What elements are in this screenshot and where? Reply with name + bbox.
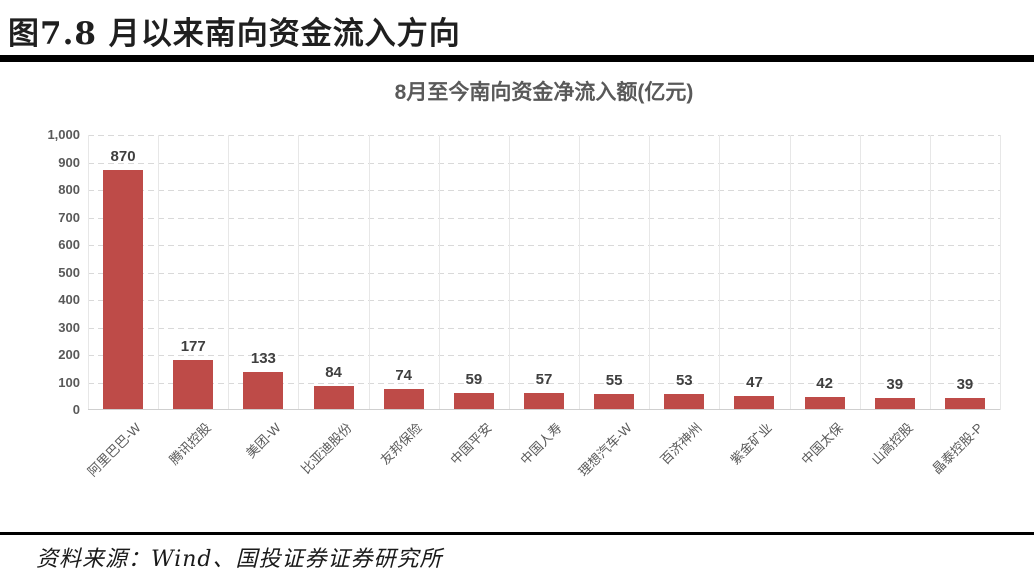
y-tick-label: 900 [58, 154, 80, 170]
gridline [88, 190, 1000, 191]
y-tick-label: 200 [58, 347, 80, 362]
bar [664, 394, 705, 409]
footer-rule [0, 532, 1034, 535]
gridline [88, 355, 1000, 356]
x-tick-label: 阿里巴巴-W [84, 420, 144, 480]
gridline [88, 382, 1000, 384]
y-tick-label: 500 [58, 264, 80, 280]
x-axis-line [88, 409, 1000, 410]
bar [804, 397, 845, 409]
category-separator [368, 135, 370, 410]
gridline [88, 300, 1000, 301]
bar-value-label: 47 [746, 374, 763, 392]
category-separator [929, 135, 931, 410]
bar-value-label: 177 [180, 338, 206, 356]
gridline [88, 217, 1000, 219]
bar-value-label: 55 [605, 371, 623, 389]
bar [594, 393, 635, 409]
bar [874, 398, 915, 409]
category-separator [719, 135, 721, 410]
gridline [88, 327, 1000, 329]
bar-value-label: 57 [535, 371, 553, 389]
bar [313, 385, 354, 409]
gridline [88, 272, 1000, 274]
category-separator [1000, 135, 1001, 410]
category-separator [438, 135, 440, 410]
bar [243, 372, 284, 409]
gridline [88, 135, 1000, 136]
bar-value-label: 84 [325, 363, 342, 381]
bar-value-label: 870 [110, 147, 136, 165]
gridline [88, 162, 1000, 164]
bar-value-label: 74 [395, 366, 413, 384]
y-tick-label: 300 [58, 319, 80, 335]
bar-value-label: 59 [465, 370, 483, 388]
y-tick-label: 0 [72, 402, 80, 417]
plot-area: 1,000 900 800 700 600 500 400 300 200 100 0 870 阿里巴巴… [47, 127, 1001, 479]
category-separator [859, 135, 861, 410]
bar [524, 393, 564, 409]
category-separator [508, 135, 510, 410]
bar-value-label: 53 [675, 372, 693, 390]
header-rule [0, 55, 1034, 62]
bar [173, 360, 214, 409]
y-tick-label: 100 [58, 374, 80, 390]
bar [103, 169, 144, 409]
category-separator [88, 135, 89, 410]
category-separator [158, 135, 160, 410]
source-note: 资料来源：Wind、国投证券证券研究所 [36, 547, 443, 572]
bar-value-label: 133 [250, 350, 276, 368]
category-separator [579, 135, 581, 410]
bar-value-label: 42 [816, 375, 833, 393]
bar [944, 398, 985, 409]
figure-caption: 图7.8 月以来南向资金流入方向 [8, 16, 461, 52]
bar-value-label: 39 [956, 376, 974, 394]
y-tick-label: 700 [58, 209, 80, 225]
chart-title: 8月至今南向资金净流入额(亿元) [394, 81, 694, 104]
y-tick-label: 800 [58, 182, 80, 197]
y-tick-label: 400 [58, 292, 80, 307]
y-tick-label: 600 [58, 237, 80, 252]
category-separator [228, 135, 230, 410]
gridline [88, 245, 1000, 246]
y-tick-label: 1,000 [47, 127, 80, 142]
bar-value-label: 39 [886, 376, 904, 394]
bar [383, 388, 424, 409]
category-separator [789, 135, 791, 410]
category-separator [298, 135, 300, 410]
category-separator [649, 135, 651, 410]
bar [453, 392, 494, 409]
bar [734, 396, 775, 409]
